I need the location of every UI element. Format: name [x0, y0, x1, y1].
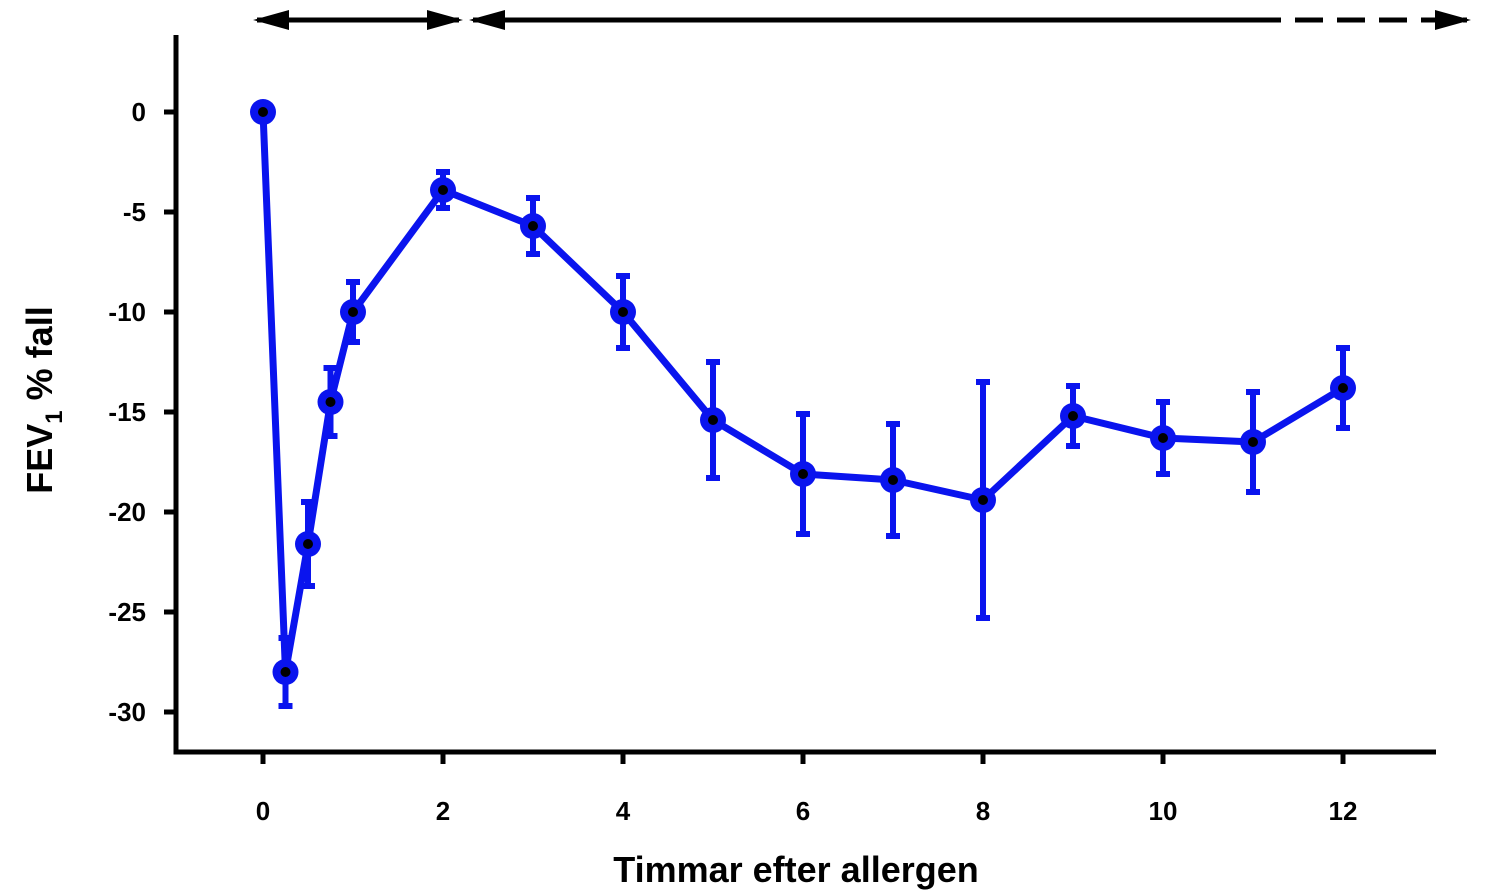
arrowhead-left: [253, 10, 289, 30]
data-point-center: [528, 221, 538, 231]
data-point-center: [978, 495, 988, 505]
y-tick-label: -5: [123, 197, 146, 227]
x-tick-label: 10: [1149, 796, 1178, 826]
arrowhead-right: [1435, 10, 1471, 30]
phase-arrow: [469, 10, 1471, 30]
data-point-center: [258, 107, 268, 117]
data-point-center: [888, 475, 898, 485]
data-point-center: [1068, 411, 1078, 421]
x-axis-title: Timmar efter allergen: [613, 849, 978, 890]
series-line: [259, 111, 1345, 676]
arrowhead-right: [427, 10, 463, 30]
y-axis-title-subscript: 1: [41, 410, 68, 423]
y-tick-label: -20: [108, 497, 146, 527]
y-axis-title-rest: % fall: [19, 306, 60, 410]
x-tick-label: 2: [436, 796, 450, 826]
y-tick-label: 0: [132, 97, 146, 127]
data-point-center: [618, 307, 628, 317]
y-tick-label: -30: [108, 697, 146, 727]
data-point-center: [798, 469, 808, 479]
data-point-center: [303, 539, 313, 549]
y-axis-title: FEV1 % fall: [19, 306, 68, 493]
data-point-center: [708, 415, 718, 425]
x-tick-label: 4: [616, 796, 631, 826]
phase-arrows: [253, 10, 1471, 30]
data-point-center: [1248, 437, 1258, 447]
x-tick-label: 0: [256, 796, 270, 826]
y-tick-label: -10: [108, 297, 146, 327]
data-series: [250, 99, 1356, 709]
data-point-center: [438, 185, 448, 195]
phase-arrow: [253, 10, 463, 30]
data-point-center: [348, 307, 358, 317]
axes: 0 -5 -10 -15 -20 -25 -30 0 2 4 6 8 10 12: [108, 35, 1436, 826]
data-point-center: [325, 397, 336, 407]
arrowhead-left: [469, 10, 505, 30]
data-point-center: [280, 667, 291, 677]
data-point-center: [1158, 433, 1168, 443]
y-tick-label: -15: [108, 397, 146, 427]
data-point-center: [1338, 383, 1348, 393]
x-tick-label: 8: [976, 796, 990, 826]
y-axis-title-main: FEV: [19, 424, 60, 494]
x-tick-label: 12: [1329, 796, 1358, 826]
x-tick-label: 6: [796, 796, 810, 826]
y-tick-label: -25: [108, 597, 146, 627]
